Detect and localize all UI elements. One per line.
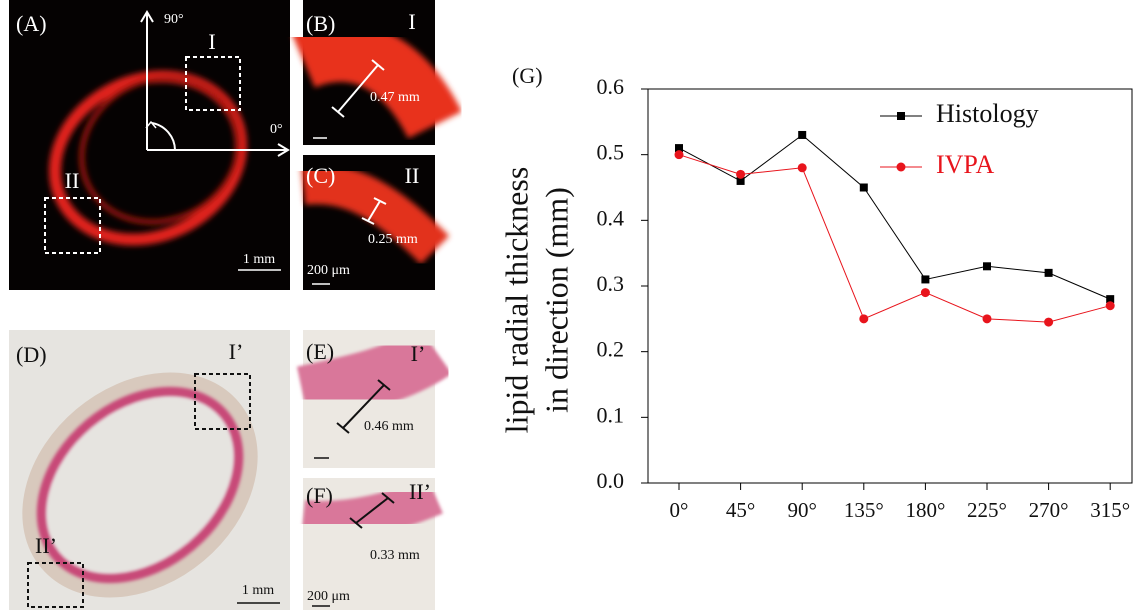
scale-label: 1 mm — [242, 583, 274, 598]
y-tick-label: 0.5 — [597, 140, 625, 165]
marker — [1044, 318, 1053, 327]
marker — [675, 150, 684, 159]
y-tick-label: 0.6 — [597, 74, 625, 99]
region-label: I’ — [411, 341, 426, 366]
measurement: 0.25 mm — [368, 232, 418, 247]
chart-title: (G) — [512, 63, 543, 88]
y-tick-label: 0.4 — [597, 205, 625, 230]
panel-label: (F) — [306, 483, 333, 508]
plot-frame — [648, 89, 1132, 483]
marker — [921, 275, 929, 283]
panel-label: (A) — [16, 11, 47, 36]
y-axis-label: lipid radial thickness — [498, 167, 534, 434]
marker — [1045, 269, 1053, 277]
panel-a: (A) 90° 0° I II 1 mm — [9, 0, 290, 290]
marker — [921, 288, 930, 297]
measurement: 0.47 mm — [370, 90, 420, 105]
y-tick-label: 0.1 — [597, 402, 625, 427]
region-label: II — [405, 163, 420, 188]
marker — [859, 314, 868, 323]
scale-label: 200 μm — [307, 589, 350, 604]
legend-label: IVPA — [936, 150, 995, 179]
panel-label: (D) — [16, 342, 47, 367]
x-tick-label: 315° — [1090, 498, 1130, 522]
measurement: 0.46 mm — [364, 419, 414, 434]
marker — [798, 131, 806, 139]
y-tick-label: 0.0 — [597, 468, 625, 493]
legend-label: Histology — [936, 99, 1039, 128]
panel-b: (B) I 0.47 mm — [303, 0, 435, 145]
marker — [798, 163, 807, 172]
marker — [736, 170, 745, 179]
y-axis-label: in direction (mm) — [538, 187, 574, 413]
region-label: I’ — [229, 339, 244, 364]
legend-marker — [897, 112, 905, 120]
x-tick-label: 90° — [787, 498, 816, 522]
legend-marker — [897, 163, 906, 172]
panel-c: (C) II 0.25 mm 200 μm — [303, 155, 435, 290]
panel-d: (D) I’ II’ 1 mm — [0, 330, 290, 610]
region-label: I — [408, 9, 415, 34]
panel-label: (C) — [306, 163, 335, 188]
region-label: I — [208, 29, 215, 54]
marker — [983, 314, 992, 323]
scale-label: 1 mm — [243, 252, 275, 267]
marker — [983, 262, 991, 270]
marker — [860, 184, 868, 192]
panel-label: (B) — [306, 11, 335, 36]
angle-label: 90° — [164, 12, 184, 27]
marker — [1106, 301, 1115, 310]
panel-e: (E) I’ 0.46 mm — [303, 330, 435, 468]
y-tick-label: 0.2 — [597, 337, 625, 362]
angle-label: 0° — [270, 122, 283, 137]
scale-label: 200 μm — [307, 263, 350, 278]
region-label: II’ — [35, 533, 57, 558]
x-tick-label: 180° — [905, 498, 945, 522]
x-tick-label: 135° — [844, 498, 884, 522]
x-tick-label: 225° — [967, 498, 1007, 522]
panel-label: (E) — [306, 339, 334, 364]
panel-f: (F) II’ 0.33 mm 200 μm — [303, 478, 435, 610]
region-label: II’ — [409, 479, 431, 504]
region-label: II — [65, 168, 80, 193]
x-tick-label: 45° — [726, 498, 755, 522]
y-tick-label: 0.3 — [597, 271, 625, 296]
figure: (A) 90° 0° I II 1 mm (B) I 0.47 mm (C) I… — [0, 0, 1141, 610]
x-tick-label: 270° — [1029, 498, 1069, 522]
measurement: 0.33 mm — [370, 548, 420, 563]
x-tick-label: 0° — [670, 498, 689, 522]
